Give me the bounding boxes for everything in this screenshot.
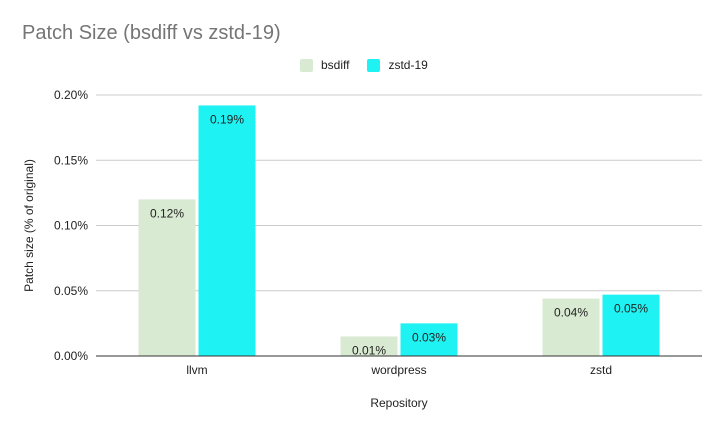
legend-swatch-bsdiff	[300, 58, 313, 72]
bar-bsdiff-wordpress	[340, 336, 398, 356]
legend-label-bsdiff: bsdiff	[321, 58, 350, 72]
legend: bsdiff zstd-19	[300, 58, 446, 72]
data-label-bsdiff-wordpress: 0.01%	[352, 343, 386, 357]
y-axis-title: Patch size (% of original)	[22, 159, 36, 292]
x-tick-label: zstd	[590, 363, 612, 377]
legend-item-bsdiff: bsdiff	[300, 58, 349, 72]
legend-item-zstd-19: zstd-19	[367, 58, 428, 72]
data-label-bsdiff-llvm: 0.12%	[150, 206, 184, 220]
bar-bsdiff-zstd	[542, 298, 600, 356]
legend-label-zstd-19: zstd-19	[388, 58, 428, 72]
data-label-zstd-19-wordpress: 0.03%	[412, 330, 446, 344]
bar-zstd-19-zstd	[602, 294, 660, 356]
y-tick-label: 0.10%	[54, 219, 88, 233]
x-tick-label: llvm	[186, 363, 207, 377]
y-tick-label: 0.15%	[54, 153, 88, 167]
legend-swatch-zstd-19	[367, 58, 381, 72]
y-tick-label: 0.05%	[54, 284, 88, 298]
data-label-zstd-19-llvm: 0.19%	[210, 112, 244, 126]
chart-title: Patch Size (bsdiff vs zstd-19)	[22, 22, 281, 44]
bar-zstd-19-wordpress	[400, 323, 458, 356]
y-tick-label: 0.00%	[54, 349, 88, 363]
bar-bsdiff-llvm	[138, 199, 196, 356]
data-label-zstd-19-zstd: 0.05%	[614, 302, 648, 316]
x-tick-label: wordpress	[370, 363, 426, 377]
x-axis-title: Repository	[370, 396, 427, 410]
data-label-bsdiff-zstd: 0.04%	[554, 306, 588, 320]
bar-zstd-19-llvm	[198, 105, 256, 356]
y-tick-label: 0.20%	[54, 88, 88, 102]
